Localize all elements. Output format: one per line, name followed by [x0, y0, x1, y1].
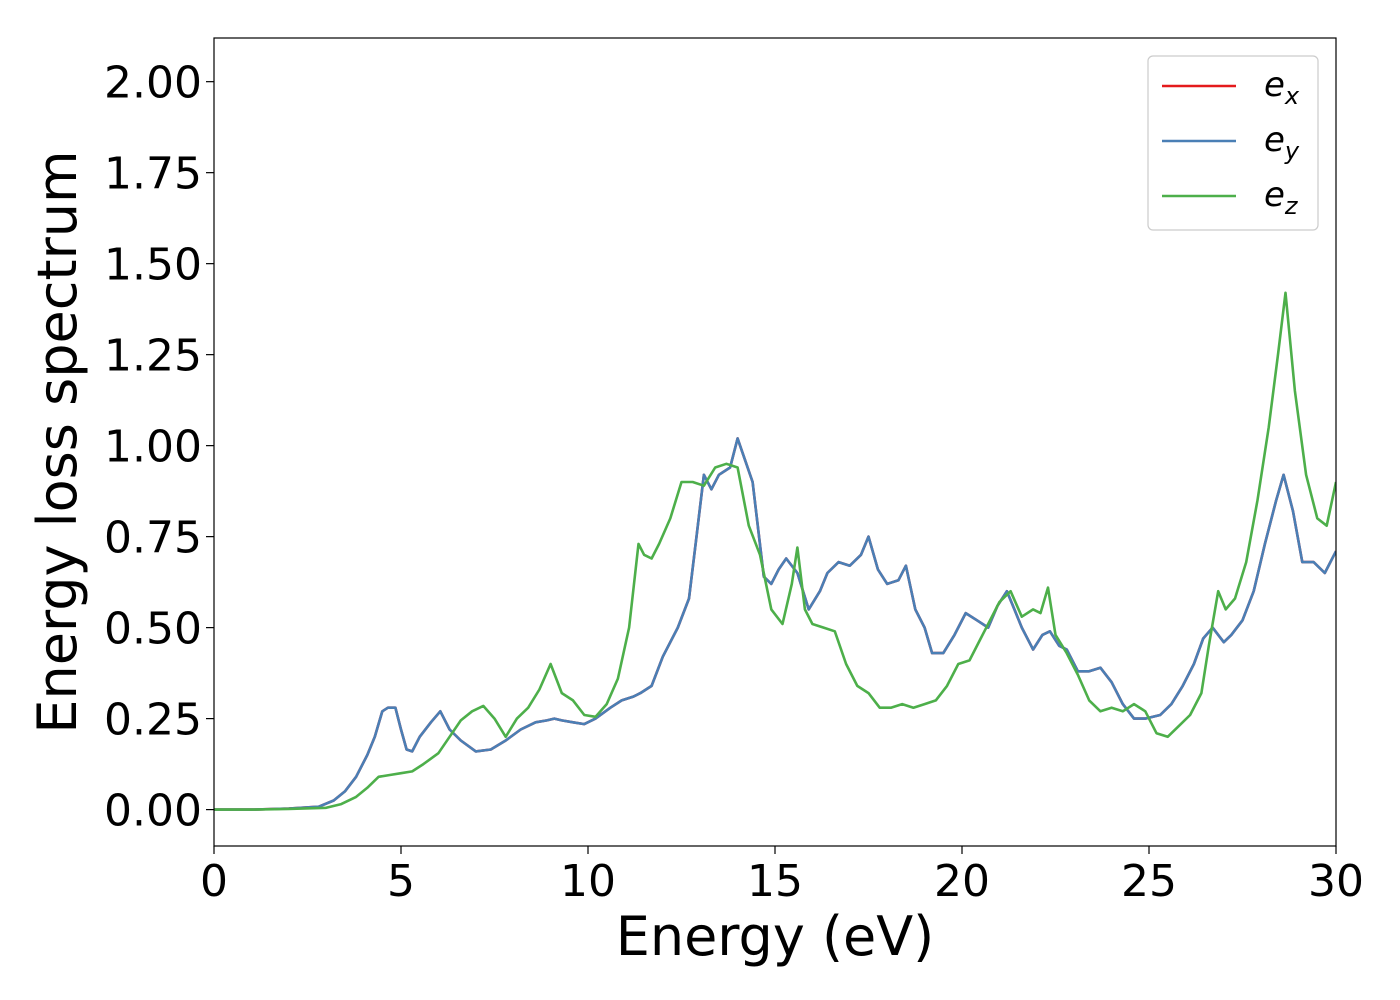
y-tick-label: 1.50	[104, 240, 202, 291]
legend-label-x: ex	[1264, 65, 1300, 110]
x-tick-label: 5	[387, 856, 415, 907]
legend: ex ey ez	[1147, 55, 1319, 231]
legend-box	[1147, 55, 1319, 231]
y-tick-label: 1.00	[104, 422, 202, 473]
legend-label-z: ez	[1264, 175, 1299, 220]
y-tick-label: 1.25	[104, 331, 202, 382]
y-tick-label: 0.00	[104, 786, 202, 837]
x-axis-label: Energy (eV)	[616, 905, 935, 968]
x-tick-label: 25	[1121, 856, 1177, 907]
x-tick-label: 10	[560, 856, 616, 907]
y-axis-ticks: 0.00 0.25 0.50 0.75 1.00 1.25 1.50 1.75 2.00	[104, 58, 214, 837]
y-tick-label: 0.75	[104, 513, 202, 564]
x-axis-ticks: 0 5 10 15 20 25 30	[200, 846, 1364, 907]
x-tick-label: 30	[1308, 856, 1364, 907]
y-tick-label: 0.50	[104, 604, 202, 655]
x-tick-label: 20	[934, 856, 990, 907]
y-tick-label: 1.75	[104, 149, 202, 200]
y-axis-label: Energy loss spectrum	[26, 150, 89, 733]
series-line-y	[214, 437, 1336, 811]
x-tick-label: 15	[747, 856, 803, 907]
y-tick-label: 2.00	[104, 58, 202, 109]
y-tick-label: 0.25	[104, 695, 202, 746]
x-tick-label: 0	[200, 856, 228, 907]
series-layer	[214, 291, 1336, 811]
series-line-z	[214, 291, 1336, 811]
legend-label-y: ey	[1264, 120, 1300, 165]
